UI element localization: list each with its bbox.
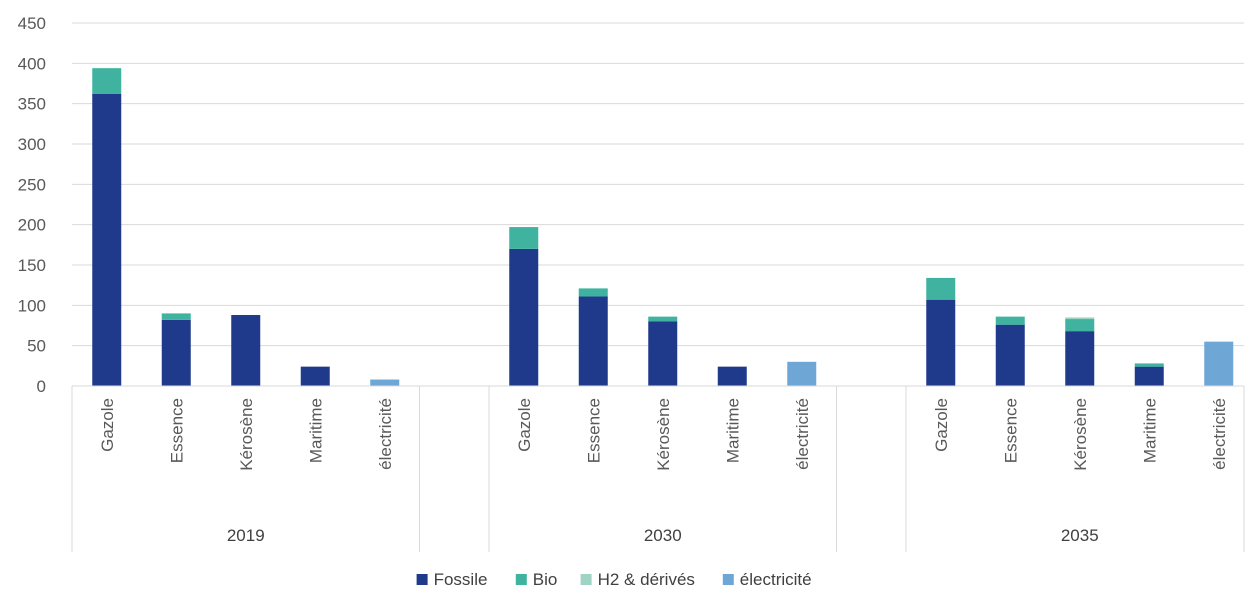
- legend-label: H2 & dérivés: [598, 570, 695, 589]
- y-tick-label: 250: [18, 175, 46, 194]
- bar-segment: [926, 277, 956, 300]
- y-tick-label: 0: [37, 377, 46, 396]
- group-label: 2019: [227, 526, 265, 545]
- x-category-label: Gazole: [932, 398, 951, 452]
- bar-segment: [1065, 331, 1095, 386]
- bar-segment: [509, 248, 539, 386]
- legend: Fossile Bio H2 & dérivés électricité: [416, 570, 812, 589]
- x-category-label: Gazole: [98, 398, 117, 452]
- x-category-label: Kérosène: [654, 398, 673, 471]
- bar-segment: [995, 316, 1025, 325]
- y-tick-label: 300: [18, 135, 46, 154]
- x-category-label: Essence: [167, 398, 186, 463]
- legend-item: Fossile: [416, 570, 488, 589]
- bar-segment: [1065, 319, 1095, 332]
- x-category-label: Essence: [584, 398, 603, 463]
- bar-segment: [509, 227, 539, 249]
- y-tick-label: 350: [18, 95, 46, 114]
- legend-label: électricité: [740, 570, 812, 589]
- x-category-label: Maritime: [306, 398, 325, 463]
- group-label: 2030: [644, 526, 682, 545]
- bar-segment: [578, 288, 608, 297]
- gridlines: [72, 22, 1244, 347]
- bar-segment: [1204, 341, 1234, 386]
- bar-segment: [161, 313, 191, 320]
- y-tick-label: 450: [18, 14, 46, 33]
- bar-segment: [370, 379, 400, 386]
- bar-segment: [92, 93, 122, 386]
- legend-swatch: [515, 574, 527, 585]
- bar-segment: [231, 315, 261, 386]
- legend-item: électricité: [722, 570, 812, 589]
- bar-segment: [92, 68, 122, 94]
- legend-swatch: [722, 574, 734, 585]
- x-category-label: Maritime: [1140, 398, 1159, 463]
- bar-segment: [578, 296, 608, 386]
- y-tick-label: 150: [18, 256, 46, 275]
- x-category-label: Essence: [1001, 398, 1020, 463]
- bar-segment: [648, 316, 678, 322]
- y-tick-label: 400: [18, 54, 46, 73]
- bar-segment: [300, 366, 330, 386]
- bar-segment: [1134, 363, 1164, 367]
- bar-segment: [161, 319, 191, 386]
- legend-swatch: [416, 574, 428, 585]
- x-category-label: Gazole: [515, 398, 534, 452]
- legend-label: Bio: [533, 570, 558, 589]
- bar-segment: [926, 299, 956, 386]
- bar-segment: [1134, 366, 1164, 386]
- x-category-label: Maritime: [723, 398, 742, 463]
- bar-segment: [648, 321, 678, 386]
- x-category-label: électricité: [376, 398, 395, 470]
- y-tick-label: 50: [27, 337, 46, 356]
- legend-label: Fossile: [434, 570, 488, 589]
- x-axis: Gazole Essence Kérosène Maritime électricité…: [71, 385, 1245, 552]
- x-category-label: Kérosène: [1071, 398, 1090, 471]
- legend-swatch: [580, 574, 592, 585]
- bars: [92, 68, 1234, 386]
- bar-segment: [717, 366, 747, 386]
- y-tick-label: 200: [18, 216, 46, 235]
- legend-item: Bio: [515, 570, 558, 589]
- bar-segment: [787, 361, 817, 386]
- y-tick-label: 100: [18, 296, 46, 315]
- group-label: 2035: [1061, 526, 1099, 545]
- x-category-label: électricité: [1210, 398, 1229, 470]
- x-category-label: électricité: [793, 398, 812, 470]
- y-axis: 0 50 100 150 200 250 300 350 400 450: [18, 14, 46, 396]
- bar-segment: [1065, 317, 1095, 320]
- bar-segment: [995, 324, 1025, 386]
- x-category-label: Kérosène: [237, 398, 256, 471]
- legend-item: H2 & dérivés: [580, 570, 695, 589]
